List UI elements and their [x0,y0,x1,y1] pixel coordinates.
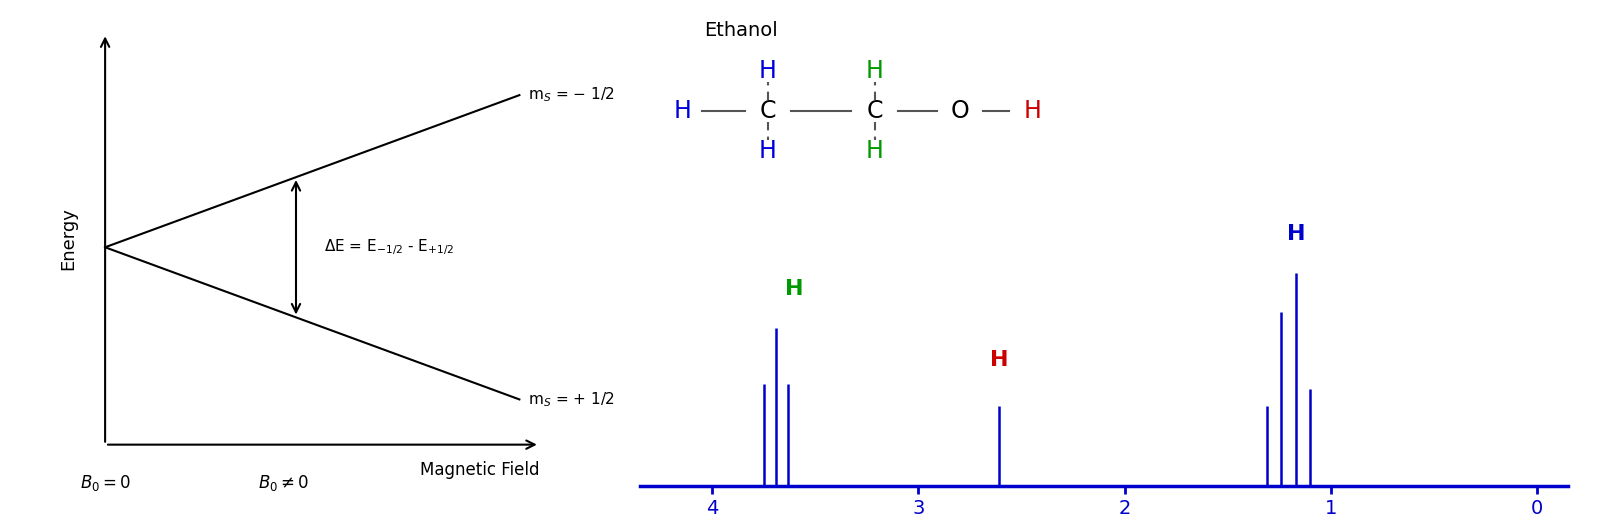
Text: H: H [1286,224,1306,244]
Text: H: H [674,99,691,123]
Text: H: H [866,139,883,163]
Text: H: H [1024,99,1042,123]
Text: H: H [866,59,883,83]
Text: $\Delta$E = E$_{-1/2}$ - E$_{+1/2}$: $\Delta$E = E$_{-1/2}$ - E$_{+1/2}$ [325,237,454,257]
Text: Magnetic Field: Magnetic Field [421,461,539,479]
Text: C: C [760,99,776,123]
Text: Ethanol: Ethanol [704,21,778,40]
Text: H: H [989,350,1008,370]
Text: $B_0 \neq 0$: $B_0 \neq 0$ [258,474,309,494]
Text: O: O [950,99,970,123]
Text: C: C [867,99,883,123]
Text: H: H [786,279,803,299]
Text: m$_S$ = + 1/2: m$_S$ = + 1/2 [528,390,614,409]
Text: H: H [758,59,778,83]
Text: m$_S$ = − 1/2: m$_S$ = − 1/2 [528,86,614,105]
Text: $B_0 = 0$: $B_0 = 0$ [80,474,131,494]
Text: Energy: Energy [59,208,77,270]
Text: H: H [758,139,778,163]
